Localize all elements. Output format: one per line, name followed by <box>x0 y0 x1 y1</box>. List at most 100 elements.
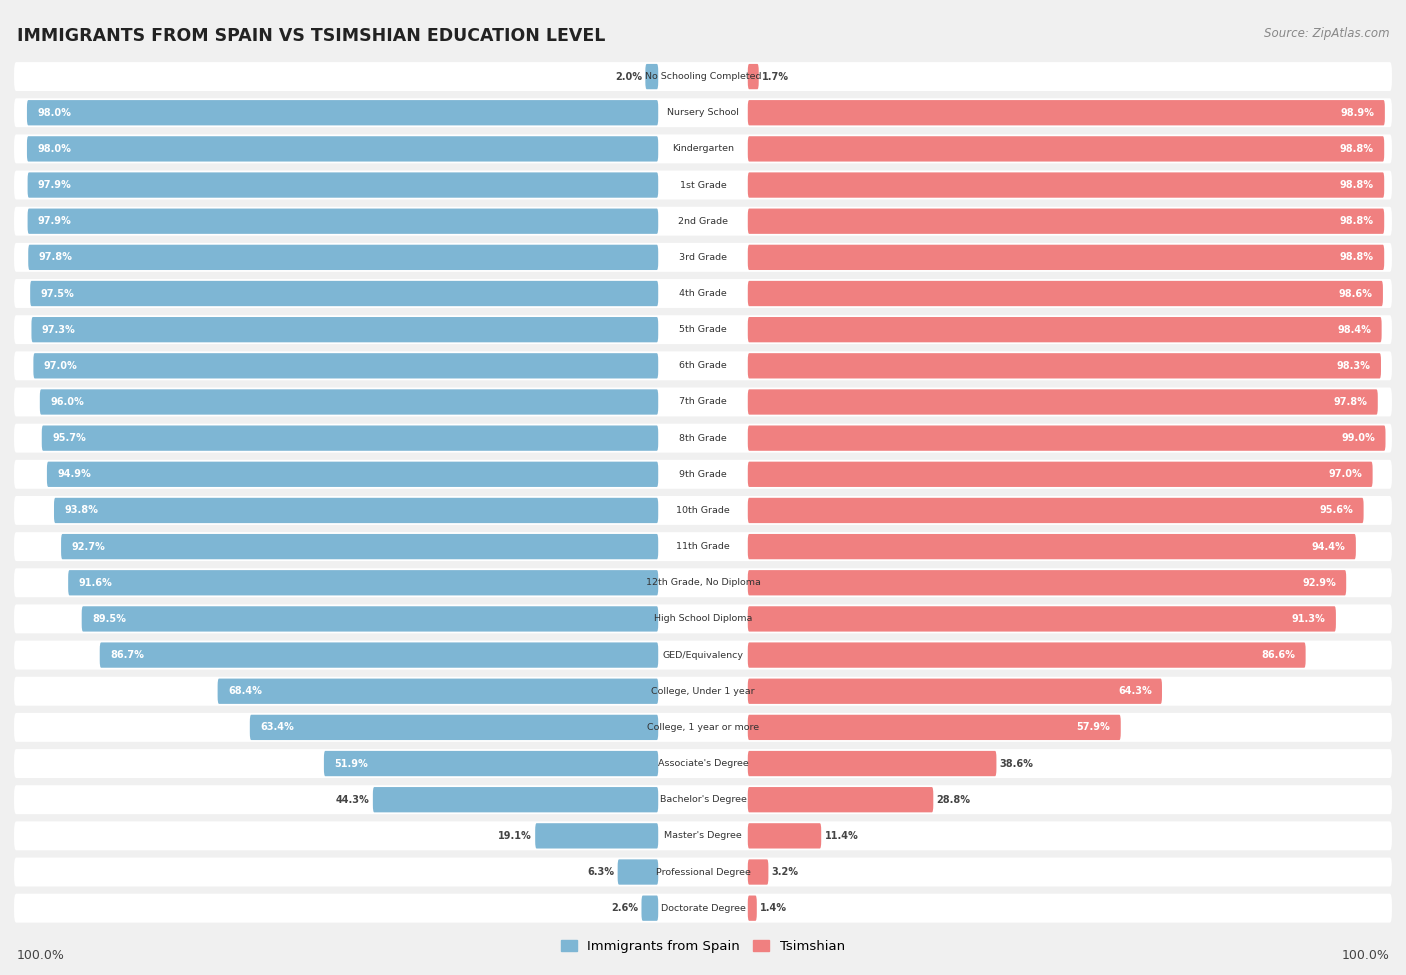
FancyBboxPatch shape <box>14 243 1392 272</box>
FancyBboxPatch shape <box>748 498 1364 524</box>
Text: 95.7%: 95.7% <box>52 433 86 444</box>
FancyBboxPatch shape <box>14 894 1392 922</box>
FancyBboxPatch shape <box>748 173 1385 198</box>
Text: 94.9%: 94.9% <box>58 469 91 480</box>
FancyBboxPatch shape <box>250 715 658 740</box>
Text: 92.7%: 92.7% <box>72 541 105 552</box>
FancyBboxPatch shape <box>748 751 997 776</box>
Text: Kindergarten: Kindergarten <box>672 144 734 153</box>
FancyBboxPatch shape <box>60 534 658 560</box>
Text: 51.9%: 51.9% <box>335 759 368 768</box>
Text: 94.4%: 94.4% <box>1312 541 1346 552</box>
FancyBboxPatch shape <box>536 823 658 848</box>
FancyBboxPatch shape <box>748 895 756 920</box>
Text: 1st Grade: 1st Grade <box>679 180 727 189</box>
FancyBboxPatch shape <box>748 534 1355 560</box>
FancyBboxPatch shape <box>14 532 1392 561</box>
FancyBboxPatch shape <box>748 859 769 884</box>
Text: 2.0%: 2.0% <box>614 71 643 82</box>
Text: 11th Grade: 11th Grade <box>676 542 730 551</box>
FancyBboxPatch shape <box>39 389 658 414</box>
FancyBboxPatch shape <box>645 64 658 90</box>
Text: 97.0%: 97.0% <box>44 361 77 370</box>
Text: 98.8%: 98.8% <box>1340 180 1374 190</box>
Text: 86.6%: 86.6% <box>1261 650 1295 660</box>
Text: 97.8%: 97.8% <box>1333 397 1368 407</box>
Text: 6th Grade: 6th Grade <box>679 362 727 371</box>
FancyBboxPatch shape <box>27 136 658 162</box>
Text: 98.8%: 98.8% <box>1340 253 1374 262</box>
Text: Bachelor's Degree: Bachelor's Degree <box>659 796 747 804</box>
FancyBboxPatch shape <box>641 895 658 920</box>
Text: 2.6%: 2.6% <box>612 903 638 914</box>
FancyBboxPatch shape <box>27 100 658 126</box>
FancyBboxPatch shape <box>748 64 759 90</box>
Text: Associate's Degree: Associate's Degree <box>658 760 748 768</box>
FancyBboxPatch shape <box>14 135 1392 164</box>
Text: 1.7%: 1.7% <box>762 71 789 82</box>
FancyBboxPatch shape <box>14 641 1392 670</box>
Text: No Schooling Completed: No Schooling Completed <box>645 72 761 81</box>
Text: GED/Equivalency: GED/Equivalency <box>662 650 744 659</box>
Text: 10th Grade: 10th Grade <box>676 506 730 515</box>
FancyBboxPatch shape <box>14 821 1392 850</box>
Text: 38.6%: 38.6% <box>1000 759 1033 768</box>
FancyBboxPatch shape <box>46 461 658 487</box>
FancyBboxPatch shape <box>748 787 934 812</box>
Text: 3rd Grade: 3rd Grade <box>679 253 727 262</box>
Text: 64.3%: 64.3% <box>1118 686 1152 696</box>
Text: 19.1%: 19.1% <box>498 831 531 840</box>
FancyBboxPatch shape <box>14 496 1392 525</box>
Text: 98.0%: 98.0% <box>38 107 72 118</box>
Text: 3.2%: 3.2% <box>772 867 799 878</box>
FancyBboxPatch shape <box>218 679 658 704</box>
Text: 6.3%: 6.3% <box>588 867 614 878</box>
Text: Doctorate Degree: Doctorate Degree <box>661 904 745 913</box>
FancyBboxPatch shape <box>14 460 1392 488</box>
Text: 91.6%: 91.6% <box>79 578 112 588</box>
Text: Master's Degree: Master's Degree <box>664 832 742 840</box>
Text: 98.8%: 98.8% <box>1340 144 1374 154</box>
Text: 9th Grade: 9th Grade <box>679 470 727 479</box>
FancyBboxPatch shape <box>748 353 1381 378</box>
FancyBboxPatch shape <box>14 604 1392 634</box>
FancyBboxPatch shape <box>748 136 1385 162</box>
Text: 63.4%: 63.4% <box>260 722 294 732</box>
FancyBboxPatch shape <box>748 317 1382 342</box>
FancyBboxPatch shape <box>748 209 1385 234</box>
Text: High School Diploma: High School Diploma <box>654 614 752 623</box>
Text: 93.8%: 93.8% <box>65 505 98 516</box>
FancyBboxPatch shape <box>14 315 1392 344</box>
FancyBboxPatch shape <box>14 62 1392 91</box>
Text: Source: ZipAtlas.com: Source: ZipAtlas.com <box>1264 27 1389 40</box>
FancyBboxPatch shape <box>748 570 1346 596</box>
Text: 92.9%: 92.9% <box>1302 578 1336 588</box>
Text: Nursery School: Nursery School <box>666 108 740 117</box>
FancyBboxPatch shape <box>14 568 1392 598</box>
Text: 28.8%: 28.8% <box>936 795 970 804</box>
Text: 98.0%: 98.0% <box>38 144 72 154</box>
Text: 98.4%: 98.4% <box>1337 325 1371 334</box>
FancyBboxPatch shape <box>82 606 658 632</box>
FancyBboxPatch shape <box>323 751 658 776</box>
FancyBboxPatch shape <box>14 713 1392 742</box>
Text: 91.3%: 91.3% <box>1292 614 1326 624</box>
FancyBboxPatch shape <box>748 100 1385 126</box>
Text: 97.5%: 97.5% <box>41 289 75 298</box>
FancyBboxPatch shape <box>617 859 658 884</box>
Text: 68.4%: 68.4% <box>228 686 262 696</box>
Text: 7th Grade: 7th Grade <box>679 398 727 407</box>
Text: 89.5%: 89.5% <box>91 614 127 624</box>
FancyBboxPatch shape <box>14 677 1392 706</box>
FancyBboxPatch shape <box>748 281 1384 306</box>
Text: 57.9%: 57.9% <box>1077 722 1111 732</box>
Text: 11.4%: 11.4% <box>825 831 859 840</box>
Text: 99.0%: 99.0% <box>1341 433 1375 444</box>
FancyBboxPatch shape <box>14 424 1392 452</box>
Legend: Immigrants from Spain, Tsimshian: Immigrants from Spain, Tsimshian <box>555 935 851 958</box>
Text: 97.9%: 97.9% <box>38 216 72 226</box>
Text: 98.6%: 98.6% <box>1339 289 1372 298</box>
FancyBboxPatch shape <box>100 643 658 668</box>
Text: College, Under 1 year: College, Under 1 year <box>651 686 755 696</box>
FancyBboxPatch shape <box>748 643 1306 668</box>
